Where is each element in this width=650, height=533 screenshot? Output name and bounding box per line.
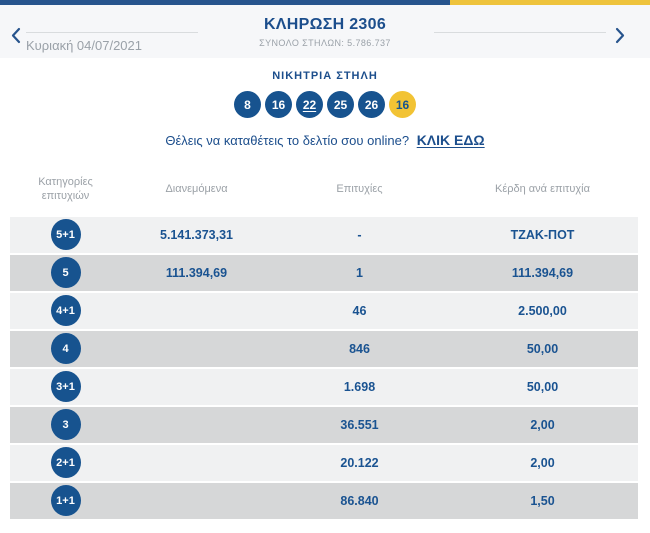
draw-date-label: Κυριακή 04/07/2021 xyxy=(26,38,142,53)
table-row: 2+1 20.122 2,00 xyxy=(10,444,638,481)
top-accent-bar-yellow xyxy=(450,0,650,5)
header-categories: Κατηγορίες επιτυχιών xyxy=(38,176,93,202)
category-cell: 3+1 xyxy=(10,371,121,402)
category-cell: 5+1 xyxy=(10,219,121,250)
header-distributed: Διανεμόμενα xyxy=(165,182,228,195)
prize-cell: 1,50 xyxy=(530,493,555,508)
category-cell: 4+1 xyxy=(10,295,121,326)
chevron-right-icon xyxy=(615,27,626,47)
category-cell: 5 xyxy=(10,257,121,288)
table-row: 5 111.394,69 1 111.394,69 xyxy=(10,254,638,291)
table-row: 1+1 86.840 1,50 xyxy=(10,482,638,519)
winning-column-title: ΝΙΚΗΤΡΙΑ ΣΤΗΛΗ xyxy=(272,70,378,82)
prize-table-body: 5+1 5.141.373,31 - ΤΖΑΚ-ΠΟΤ 5 111.394,69 1 111.… xyxy=(10,216,638,519)
draw-columns-total: ΣΥΝΟΛΟ ΣΤΗΛΩΝ: 5.786.737 xyxy=(259,38,391,48)
joker-number-ball: 16 xyxy=(389,91,416,118)
draw-date: Κυριακή 04/07/2021 xyxy=(26,32,198,53)
prize-table: Κατηγορίες επιτυχιών Διανεμόμενα Επιτυχί… xyxy=(10,168,638,519)
table-row: 4+1 46 2.500,00 xyxy=(10,292,638,329)
draw-title-group: ΚΛΗΡΩΣΗ 2306 ΣΥΝΟΛΟ ΣΤΗΛΩΝ: 5.786.737 xyxy=(0,16,650,48)
category-badge: 4 xyxy=(50,333,81,364)
category-cell: 4 xyxy=(10,333,121,364)
header-prize-per-win: Κέρδη ανά επιτυχία xyxy=(495,182,590,195)
winners-cell: 1.698 xyxy=(343,379,376,394)
winners-cell: 46 xyxy=(352,303,367,318)
category-badge: 4+1 xyxy=(50,295,81,326)
winning-number-ball: 25 xyxy=(327,91,354,118)
draw-title: ΚΛΗΡΩΣΗ 2306 xyxy=(263,16,387,33)
header-divider-line xyxy=(434,32,606,33)
winning-number-ball: 26 xyxy=(358,91,385,118)
click-here-link[interactable]: ΚΛΙΚ ΕΔΩ xyxy=(416,132,485,148)
category-badge: 2+1 xyxy=(50,447,81,478)
category-cell: 1+1 xyxy=(10,485,121,516)
winners-cell: 86.840 xyxy=(340,493,379,508)
distributed-cell: 111.394,69 xyxy=(165,265,228,280)
chevron-left-icon xyxy=(10,27,21,47)
winners-cell: 36.551 xyxy=(340,417,379,432)
prize-cell: 2,00 xyxy=(530,455,555,470)
distributed-cell: 5.141.373,31 xyxy=(160,227,233,242)
header-winners: Επιτυχίες xyxy=(336,182,383,195)
prize-cell: 111.394,69 xyxy=(511,265,574,280)
prize-cell: 50,00 xyxy=(526,341,559,356)
online-deposit-line: Θέλεις να καταθέτεις το δελτίο σου onlin… xyxy=(0,132,650,148)
winning-numbers-row: 8 16 22 25 26 16 xyxy=(0,91,650,118)
winning-number-ball: 16 xyxy=(265,91,292,118)
winning-number-ball: 8 xyxy=(234,91,261,118)
table-row: 5+1 5.141.373,31 - ΤΖΑΚ-ΠΟΤ xyxy=(10,216,638,253)
prize-cell: 2.500,00 xyxy=(518,303,567,318)
winners-cell: 846 xyxy=(349,341,370,356)
prize-cell: ΤΖΑΚ-ΠΟΤ xyxy=(510,227,575,242)
winners-cell: - xyxy=(357,227,362,242)
category-cell: 3 xyxy=(10,409,121,440)
next-draw-button[interactable] xyxy=(613,25,628,46)
category-badge: 5+1 xyxy=(50,219,81,250)
prize-cell: 2,00 xyxy=(530,417,555,432)
top-accent-bar xyxy=(0,0,650,5)
table-row: 4 846 50,00 xyxy=(10,330,638,367)
prize-table-header: Κατηγορίες επιτυχιών Διανεμόμενα Επιτυχί… xyxy=(10,168,638,217)
table-row: 3 36.551 2,00 xyxy=(10,406,638,443)
category-badge: 5 xyxy=(50,257,81,288)
draw-header: Κυριακή 04/07/2021 ΚΛΗΡΩΣΗ 2306 ΣΥΝΟΛΟ Σ… xyxy=(0,5,650,58)
winners-cell: 20.122 xyxy=(340,455,379,470)
category-badge: 1+1 xyxy=(50,485,81,516)
table-row: 3+1 1.698 50,00 xyxy=(10,368,638,405)
top-accent-bar-blue xyxy=(0,0,450,5)
prize-cell: 50,00 xyxy=(526,379,559,394)
previous-draw-button[interactable] xyxy=(8,25,23,46)
winners-cell: 1 xyxy=(356,265,363,280)
category-cell: 2+1 xyxy=(10,447,121,478)
category-badge: 3 xyxy=(50,409,81,440)
online-deposit-text: Θέλεις να καταθέτεις το δελτίο σου onlin… xyxy=(165,133,410,148)
winning-number-ball: 22 xyxy=(296,91,323,118)
category-badge: 3+1 xyxy=(50,371,81,402)
